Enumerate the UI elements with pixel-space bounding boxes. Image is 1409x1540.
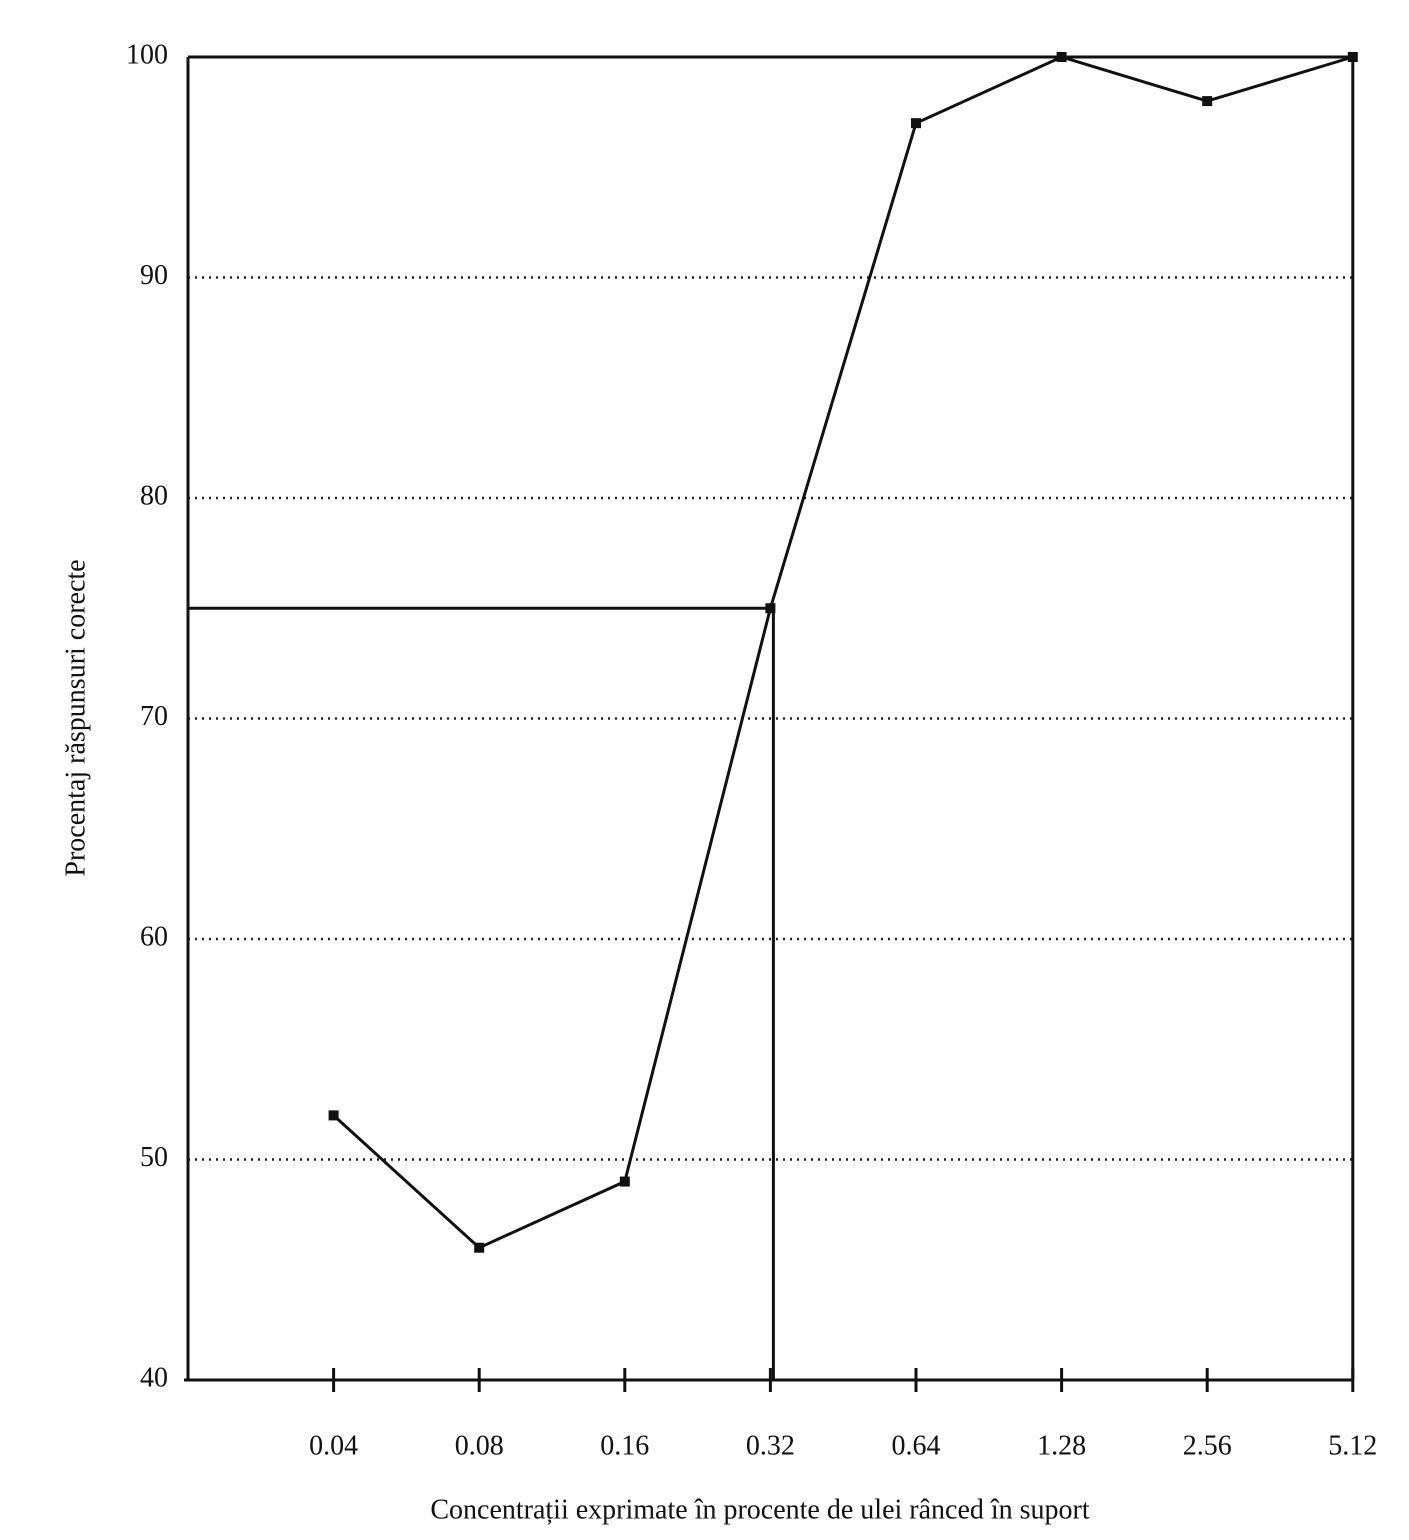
data-point: [328, 1110, 339, 1121]
x-tick-label: 5.12: [1328, 1430, 1377, 1461]
data-point: [619, 1176, 630, 1187]
data-line: [332, 55, 1354, 1250]
x-tick-label: 1.28: [1037, 1430, 1086, 1461]
x-tick-label: 0.64: [892, 1430, 941, 1461]
y-tick-label: 50: [140, 1142, 168, 1173]
y-tick-label: 100: [126, 39, 168, 70]
x-axis-title: Concentrații exprimate în procente de ul…: [430, 1494, 1090, 1525]
y-tick-label: 90: [140, 260, 168, 291]
x-tick-label: 2.56: [1183, 1430, 1232, 1461]
data-point: [1347, 52, 1358, 62]
x-tick-label: 0.32: [746, 1430, 795, 1461]
data-point: [911, 118, 921, 129]
y-tick-label: 40: [140, 1362, 168, 1393]
data-point: [1202, 96, 1213, 107]
data-point: [474, 1242, 485, 1253]
data-point: [765, 603, 776, 614]
x-tick-label: 0.16: [600, 1430, 649, 1461]
x-tick-label: 0.04: [309, 1430, 358, 1461]
y-tick-label: 80: [140, 480, 168, 511]
y-tick-label: 70: [140, 701, 168, 732]
data-point: [1056, 52, 1067, 62]
y-tick-label: 60: [140, 921, 168, 952]
y-axis-title: Procentaj răspunsuri corecte: [60, 559, 91, 876]
x-tick-label: 0.08: [455, 1430, 504, 1461]
